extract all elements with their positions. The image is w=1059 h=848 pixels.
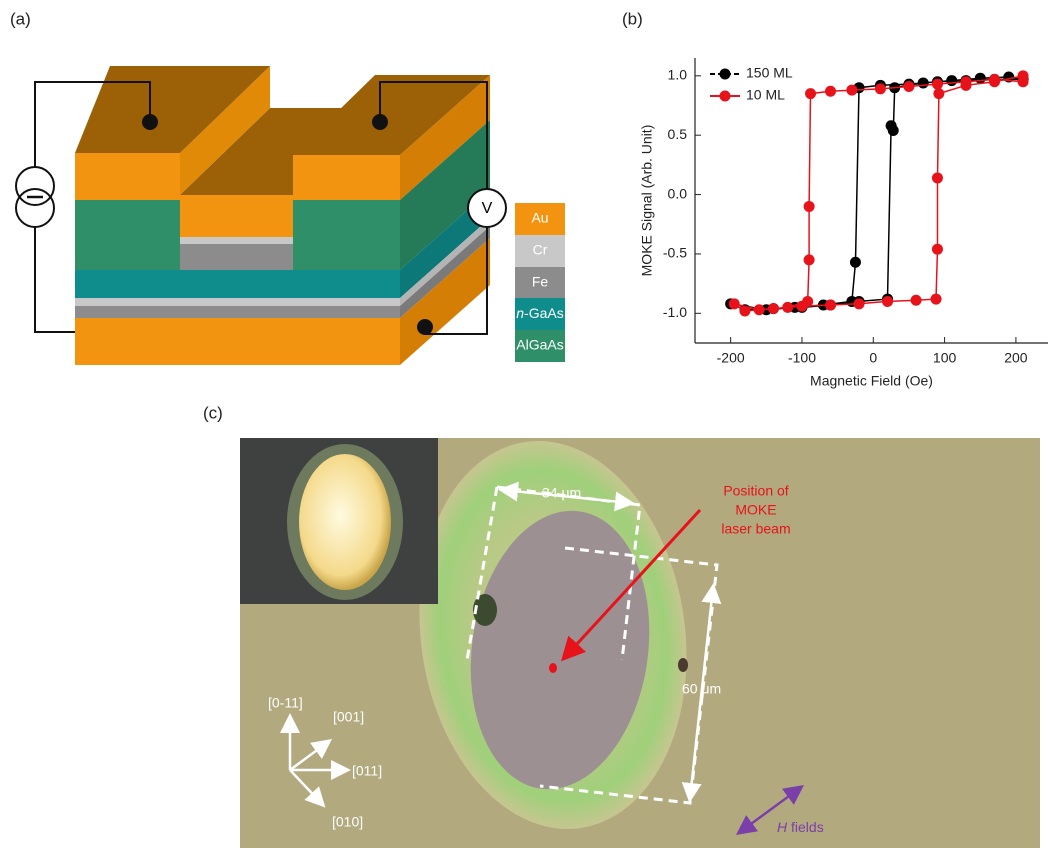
data-point (796, 301, 807, 312)
x-tick-label: -100 (788, 350, 816, 366)
layer-label: Fe (532, 274, 549, 290)
page: {"panels": {"a": "(a)", "b": "(b)", "c":… (0, 0, 1059, 848)
data-point (911, 295, 922, 306)
data-point (946, 75, 957, 86)
data-point (846, 85, 857, 96)
hysteresis-chart: -1.0 -0.5 0.0 0.5 1.0 -200 -100 0 100 200 Magnetic… (639, 58, 1048, 389)
beam-label: Position of (723, 483, 788, 499)
data-point (932, 172, 943, 183)
beam-label: laser beam (721, 521, 790, 537)
field-word: fields (791, 819, 824, 835)
data-point (854, 298, 865, 309)
layer-label: Cr (533, 242, 548, 258)
data-point (729, 298, 740, 309)
data-point (805, 88, 816, 99)
micrograph: 34 μm 60 μm Position of MOKE laser beam … (240, 424, 1040, 848)
x-tick-label: 200 (1004, 350, 1028, 366)
y-tick-label: 0.5 (668, 126, 688, 142)
data-point (932, 244, 943, 255)
layer-label: AlGaAs (516, 337, 563, 353)
data-point (903, 81, 914, 92)
direction-label: [011] (352, 763, 382, 779)
x-tick-label: 0 (869, 350, 877, 366)
layer-label: Au (531, 210, 548, 226)
panel-label: (c) (203, 403, 223, 422)
layer-label: n-GaAs (516, 305, 563, 321)
layer-label-italic: n (516, 305, 524, 321)
data-point (739, 305, 750, 316)
field-symbol: H (777, 819, 788, 835)
data-point (918, 77, 929, 88)
data-point (825, 86, 836, 97)
data-point (804, 254, 815, 265)
data-point (888, 125, 899, 136)
y-tick-label: 1.0 (668, 67, 688, 83)
data-point (931, 294, 942, 305)
x-tick-label: 100 (933, 350, 957, 366)
data-point (825, 300, 836, 311)
direction-label: [001] (333, 709, 364, 725)
legend-label: 150 ML (746, 65, 793, 81)
data-point (768, 303, 779, 314)
figure: (a) (b) (c) (0, 0, 1059, 848)
y-tick-label: 0.0 (668, 185, 688, 201)
x-axis-label: Magnetic Field (Oe) (810, 373, 933, 389)
legend-marker (720, 69, 731, 80)
data-point (932, 79, 943, 90)
data-point (850, 257, 861, 268)
data-point (882, 296, 893, 307)
data-point (754, 304, 765, 315)
y-tick-label: -0.5 (663, 245, 687, 261)
data-point (1018, 70, 1029, 81)
layer-label-rest: -GaAs (524, 305, 564, 321)
series-line (734, 76, 1023, 311)
direction-label: [010] (332, 814, 363, 830)
data-point (782, 302, 793, 313)
width-label: 34 μm (542, 485, 581, 501)
data-point (875, 83, 886, 94)
y-axis-label: MOKE Signal (Arb. Unit) (639, 125, 655, 277)
data-point (933, 88, 944, 99)
panel-label: (b) (622, 9, 643, 28)
direction-label: [0-11] (268, 695, 303, 711)
data-point (804, 201, 815, 212)
field-label: H fields (777, 819, 824, 835)
height-label: 60 μm (682, 681, 721, 697)
data-point (975, 73, 986, 84)
beam-label: MOKE (735, 502, 776, 518)
panel-label: (a) (10, 9, 31, 28)
voltmeter-label: V (482, 200, 493, 217)
y-tick-label: -1.0 (663, 304, 687, 320)
data-point (989, 76, 1000, 87)
legend-label: 10 ML (746, 87, 785, 103)
data-point (960, 80, 971, 91)
layer-legend: Au Cr Fe n-GaAs AlGaAs (515, 203, 565, 362)
series-line (731, 77, 1023, 310)
x-tick-label: -200 (717, 350, 745, 366)
legend-marker (720, 91, 731, 102)
